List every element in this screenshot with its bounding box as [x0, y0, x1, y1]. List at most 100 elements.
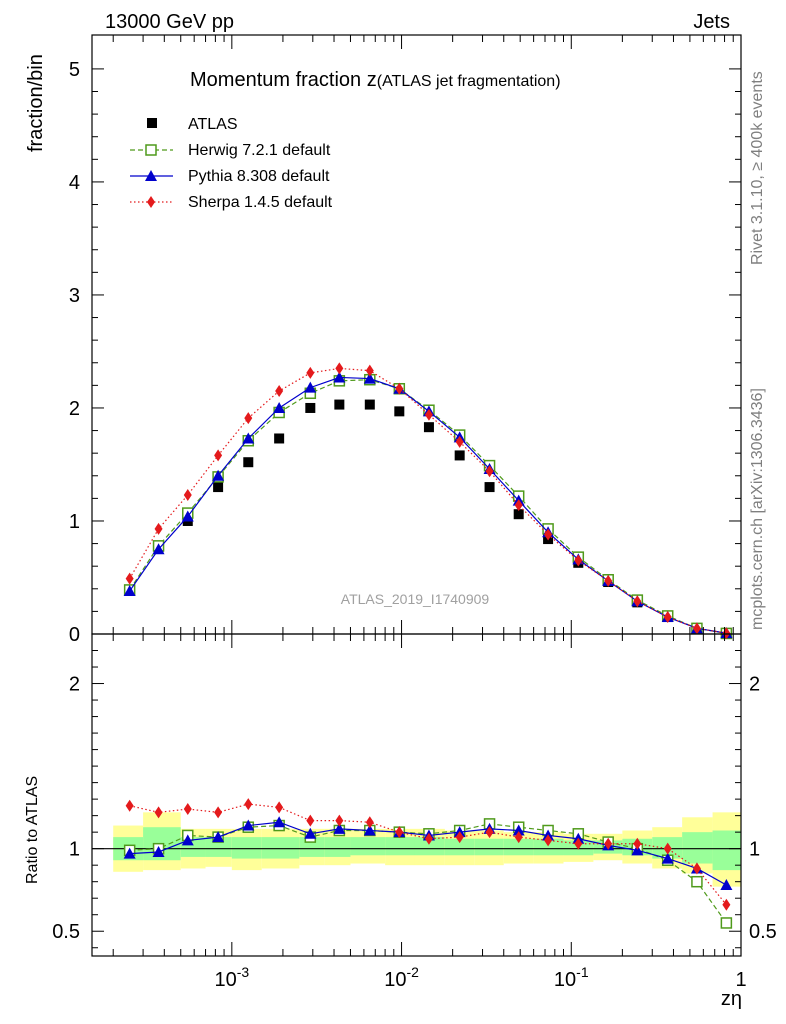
band-inner-12: [474, 838, 504, 856]
atlas-point-12: [484, 482, 495, 493]
ratio-pythia-point-5: [273, 816, 286, 828]
atlas-point-9: [394, 406, 405, 417]
band-inner-9: [385, 837, 415, 856]
ratio-sherpa-point-2: [183, 803, 192, 816]
rivet-label: Rivet 3.1.10, ≥ 400k events: [749, 71, 766, 265]
ratio-sherpa-point-4: [244, 798, 253, 811]
main-ytick-label-4: 4: [69, 172, 80, 194]
pythia-point-8: [363, 372, 376, 384]
band-inner-3: [205, 837, 232, 857]
band-inner-14: [533, 838, 564, 856]
main-plot-series: [123, 362, 733, 640]
ratio-ytick-label-left-0.5: 0.5: [52, 921, 80, 943]
ratio-pythia-point-18: [661, 852, 674, 864]
sherpa-point-6: [306, 366, 315, 379]
series-sherpa: [125, 362, 731, 640]
main-ytick-label-0: 0: [69, 624, 80, 646]
ratio-ytick-label-right-2: 2: [749, 674, 760, 696]
atlas-point-6: [305, 402, 316, 413]
ratio-sherpa-point-9: [395, 826, 404, 839]
sherpa-point-17: [633, 595, 642, 608]
ratio-pythia-point-4: [242, 819, 255, 831]
legend-pythia-label: Pythia 8.308 default: [188, 168, 330, 185]
ratio-plot-series: [123, 798, 733, 929]
header-right: Jets: [693, 11, 730, 33]
band-inner-5: [261, 837, 300, 859]
ratio-pythia-point-1: [152, 845, 165, 857]
ratio-sherpa-point-3: [214, 806, 223, 819]
sherpa-point-5: [275, 385, 284, 398]
xtick-label-1: 10-2: [384, 964, 419, 991]
sherpa-point-13: [514, 499, 523, 512]
sherpa-point-1: [154, 522, 163, 535]
ratio-herwig-point-20: [720, 917, 733, 929]
ratio-pythia-point-0: [123, 847, 136, 859]
sherpa-point-10: [424, 408, 433, 421]
chart-title: Momentum fraction z(ATLAS jet fragmentat…: [190, 69, 561, 91]
ratio-ytick-label-right-0.5: 0.5: [749, 921, 777, 943]
legend-pythia-marker: [145, 170, 157, 181]
sherpa-point-2: [183, 488, 192, 501]
series-sherpa-line: [129, 367, 727, 634]
x-axis-label: zη: [721, 988, 742, 1010]
sherpa-point-12: [485, 465, 494, 478]
pythia-point-7: [333, 371, 346, 383]
ratio-ytick-label-left-1: 1: [69, 839, 80, 861]
band-inner-20: [712, 830, 741, 871]
ratio-sherpa-point-7: [335, 814, 344, 827]
analysis-watermark: ATLAS_2019_I1740909: [341, 591, 490, 607]
sherpa-point-3: [214, 449, 223, 462]
atlas-point-11: [454, 450, 465, 461]
atlas-point-10: [423, 422, 434, 433]
ratio-herwig-point-19: [691, 875, 703, 888]
ratio-plot-frame: [91, 633, 742, 957]
ratio-pythia-point-7: [333, 822, 346, 834]
axes: 0 1 2 3 4 5 0.5 0.5 1 1 2 2 10-3 10-2 10-1 1: [52, 34, 777, 991]
sherpa-point-7: [335, 362, 344, 375]
ratio-sherpa-point-10: [424, 832, 433, 845]
pythia-point-3: [212, 469, 225, 481]
xtick-label-0: 10-3: [214, 964, 249, 991]
ratio-sherpa-point-20: [722, 898, 731, 911]
atlas-point-4: [243, 457, 254, 468]
band-inner-8: [350, 837, 386, 856]
sherpa-point-15: [574, 554, 583, 567]
y-axis-label: fraction/bin: [25, 54, 47, 152]
sherpa-point-0: [125, 572, 134, 585]
main-ytick-label-2: 2: [69, 398, 80, 420]
ratio-sherpa-point-1: [154, 806, 163, 819]
main-ytick-label-5: 5: [69, 59, 80, 81]
main-ytick-label-3: 3: [69, 285, 80, 307]
ratio-sherpa-point-17: [633, 837, 642, 850]
ratio-y-axis-label: Ratio to ATLAS: [24, 776, 41, 884]
legend-herwig-label: Herwig 7.2.1 default: [188, 142, 331, 159]
atlas-point-13: [513, 509, 524, 520]
legend-sherpa-label: Sherpa 1.4.5 default: [188, 194, 333, 211]
ratio-sherpa-point-8: [365, 816, 374, 829]
band-inner-7: [324, 837, 351, 857]
ratio-pythia-point-3: [212, 831, 225, 843]
legend-atlas-label: ATLAS: [188, 116, 238, 133]
ratio-pythia-point-8: [363, 824, 376, 836]
ratio-sherpa-point-16: [604, 837, 613, 850]
legend-sherpa: Sherpa 1.4.5 default: [130, 194, 333, 211]
ratio-sherpa-point-18: [663, 842, 672, 855]
legend: ATLAS Herwig 7.2.1 default Pythia 8.308 …: [130, 116, 333, 211]
legend-pythia: Pythia 8.308 default: [130, 168, 330, 185]
atlas-point-8: [364, 399, 375, 410]
sherpa-point-9: [395, 382, 404, 395]
main-ytick-label-1: 1: [69, 511, 80, 533]
band-inner-11: [444, 838, 475, 856]
sherpa-point-11: [455, 435, 464, 448]
ratio-sherpa-point-14: [544, 834, 553, 847]
ratio-sherpa-point-11: [455, 831, 464, 844]
sherpa-point-18: [663, 611, 672, 624]
chart-title-main: Momentum fraction z: [190, 69, 377, 91]
ratio-sherpa-point-0: [125, 799, 134, 812]
header-left: 13000 GeV pp: [105, 11, 234, 33]
legend-sherpa-marker: [147, 196, 155, 208]
ratio-pythia-point-13: [512, 824, 525, 836]
sherpa-point-4: [244, 412, 253, 425]
xtick-label-3: 1: [735, 969, 746, 991]
ratio-pythia-point-17: [631, 844, 644, 856]
